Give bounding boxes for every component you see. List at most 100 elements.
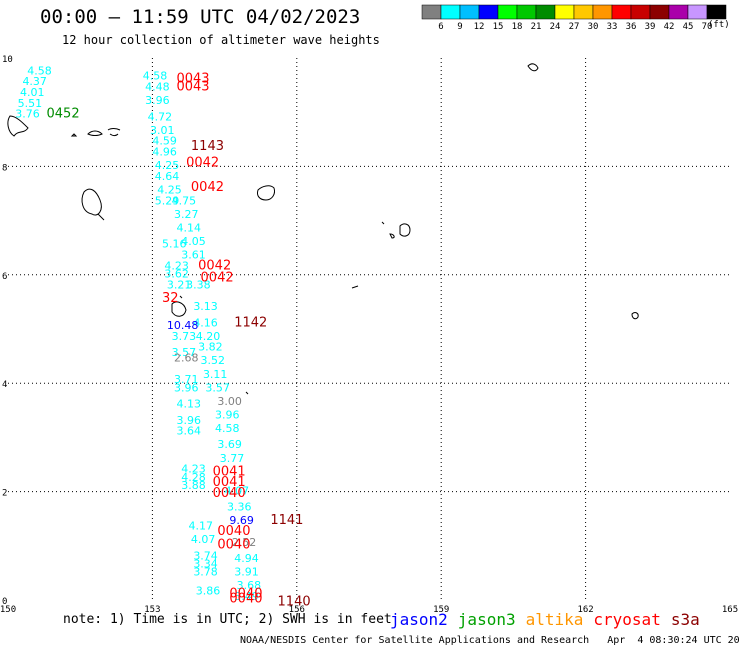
color-scale-label: 30 [588, 22, 599, 32]
pass-time-label: 0452 [47, 107, 80, 122]
y-tick-label: 2 [2, 489, 7, 499]
wave-height-label: 3.96 [176, 414, 201, 427]
wave-height-label: 3.82 [198, 341, 223, 354]
wave-height-label: 3.76 [15, 108, 40, 121]
wave-height-label: 3.77 [220, 452, 245, 465]
wave-height-label: 3.52 [201, 354, 226, 367]
color-scale-label: 24 [550, 22, 561, 32]
wave-height-label: 3.57 [172, 346, 197, 359]
wave-height-label: 2.52 [232, 536, 257, 549]
coastline-island [179, 295, 183, 299]
wave-height-label: 3.74 [193, 549, 218, 562]
wave-height-label: 3.73 [172, 330, 197, 343]
color-scale-swatch [440, 4, 461, 20]
coastline-island [527, 63, 539, 72]
wave-height-label: 3.00 [217, 395, 242, 408]
wave-height-label: 3.91 [234, 566, 259, 579]
coastline-island [257, 185, 275, 201]
pass-time-label: 32 [162, 291, 179, 306]
color-scale-swatch [649, 4, 670, 20]
color-scale-label: 12 [474, 22, 485, 32]
color-scale-label: 15 [493, 22, 504, 32]
color-scale-label: 70 [702, 22, 713, 32]
wave-height-label: 4.96 [152, 146, 177, 159]
wave-height-label: 3.57 [205, 381, 230, 394]
wave-height-label: 3.01 [150, 124, 175, 137]
wave-height-label: 4.17 [189, 520, 214, 533]
pass-time-label: 0041 [213, 464, 246, 479]
wave-height-label: 3.78 [193, 566, 218, 579]
satellite-legend: jason2 jason3 altika cryosat s3a [390, 610, 710, 629]
y-tick-label: 0 [2, 597, 7, 607]
wave-height-label: 4.07 [191, 533, 216, 546]
coastline-island [70, 133, 78, 137]
pass-time-label: 0043 [176, 71, 209, 86]
pass-time-label: 0043 [176, 80, 209, 95]
coastline-island [87, 130, 103, 136]
pass-time-label: 1142 [234, 315, 267, 330]
x-tick-label: 153 [144, 605, 160, 615]
coastline-island [97, 213, 105, 221]
wave-height-label: 3.96 [215, 408, 240, 421]
satellite-legend-jason3: jason3 [457, 610, 516, 629]
color-scale-label: 45 [683, 22, 694, 32]
wave-height-label: 4.14 [176, 221, 201, 234]
color-scale-swatch [630, 4, 651, 20]
y-tick-label: 6 [2, 272, 7, 282]
x-tick-label: 162 [577, 605, 593, 615]
color-scale-units: (ft) [708, 20, 730, 30]
chart-grid [8, 58, 730, 600]
color-scale-swatch [611, 4, 632, 20]
satellite-legend-altika: altika [525, 610, 584, 629]
wave-height-label: 4.58 [27, 64, 52, 77]
data-labels: 4.584.374.015.513.764.584.483.964.723.01… [15, 64, 310, 609]
wave-height-label: 5.29 [155, 194, 180, 207]
wave-height-label: 5.16 [162, 238, 187, 251]
coastline-island [399, 223, 411, 237]
wave-height-label: 3.88 [181, 479, 206, 492]
color-scale-swatch [554, 4, 575, 20]
color-scale-swatch [516, 4, 537, 20]
coastline-island [81, 188, 102, 216]
color-scale-label: 27 [569, 22, 580, 32]
wave-height-label: 4.58 [215, 422, 240, 435]
wave-height-label: 4.23 [164, 259, 189, 272]
wave-height-label: 3.96 [174, 381, 199, 394]
wave-height-label: 3.38 [186, 278, 211, 291]
wave-height-label: 3.36 [227, 501, 252, 514]
pass-time-label: 0041 [213, 475, 246, 490]
color-scale-label: 36 [626, 22, 637, 32]
color-scale-label: 6 [438, 22, 443, 32]
wave-height-label: 4.58 [143, 70, 168, 83]
chart-axes: 150 153 156 159 162 165 0 2 4 6 8 10 [0, 55, 738, 615]
pass-time-label: 0040 [213, 486, 246, 501]
wave-height-label: 4.05 [181, 235, 206, 248]
page-title: 00:00 – 11:59 UTC 04/02/2023 [40, 6, 361, 28]
color-scale-label: 9 [457, 22, 462, 32]
wave-height-label: 4.59 [152, 135, 177, 148]
color-scale-swatch [573, 4, 594, 20]
pass-time-label: 0040 [229, 586, 262, 601]
wave-height-label: 3.64 [176, 425, 201, 438]
wave-height-label: 4.72 [148, 110, 173, 123]
wave-height-label: 4.16 [193, 316, 218, 329]
color-scale-swatch [668, 4, 689, 20]
pass-time-label: 0042 [191, 180, 224, 195]
wave-height-label: 4.75 [172, 194, 197, 207]
satellite-legend-jason2: jason2 [390, 610, 448, 629]
wave-height-label: 4.28 [181, 471, 206, 484]
x-tick-label: 150 [0, 605, 16, 615]
wave-height-label: 3.27 [174, 208, 199, 221]
wave-height-label: 4.07 [225, 484, 250, 497]
pass-time-label: 1143 [191, 139, 224, 154]
wave-height-label: 4.13 [176, 398, 201, 411]
wave-height-label: 4.20 [196, 330, 221, 343]
coastline-island [171, 301, 187, 317]
color-scale-label: 18 [512, 22, 523, 32]
satellite-legend-s3a: s3a [670, 610, 700, 629]
color-scale-swatch [592, 4, 613, 20]
y-tick-label: 4 [2, 380, 7, 390]
pass-time-label: 1141 [270, 513, 303, 528]
wave-height-label: 9.69 [229, 514, 254, 527]
